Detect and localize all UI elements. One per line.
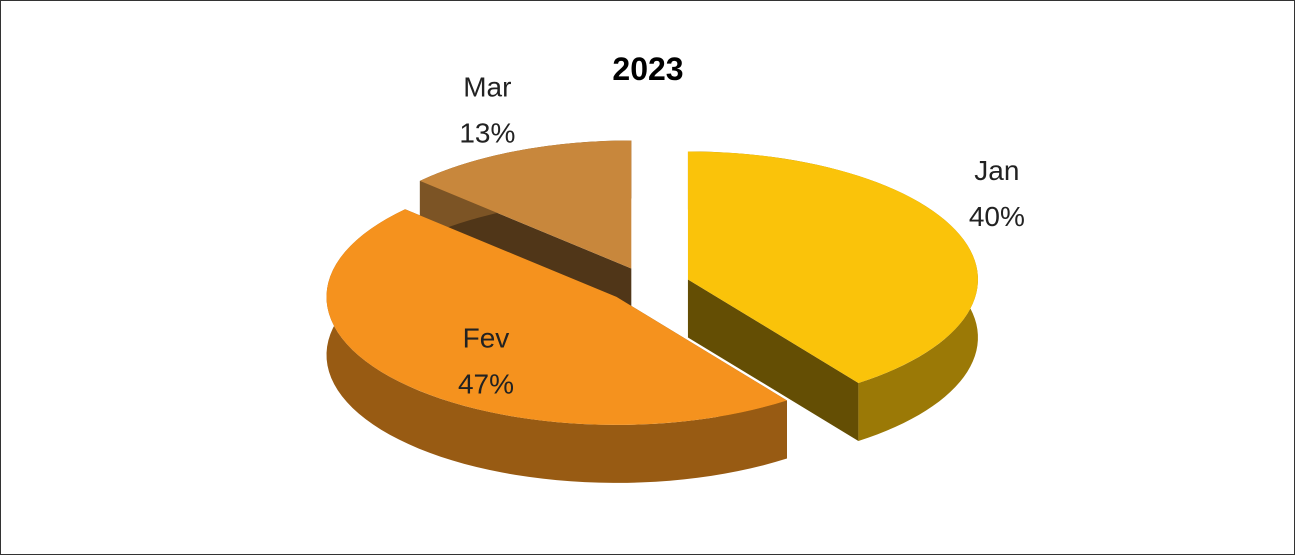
slice-side [687,279,859,441]
value-label: 13% [459,118,515,149]
category-label: Jan [974,155,1019,186]
slice-side [326,209,787,483]
value-label: 47% [458,369,514,400]
slice [419,140,632,269]
data-label: Mar 13% [459,72,515,149]
chart-title: 2023 [612,51,683,87]
slice [326,209,787,425]
data-label: Fev 47% [458,323,514,400]
category-label: Fev [463,323,510,354]
data-label: Jan 40% [969,155,1025,232]
slice [687,151,978,383]
value-label: 40% [969,201,1025,232]
category-label: Mar [463,72,511,103]
